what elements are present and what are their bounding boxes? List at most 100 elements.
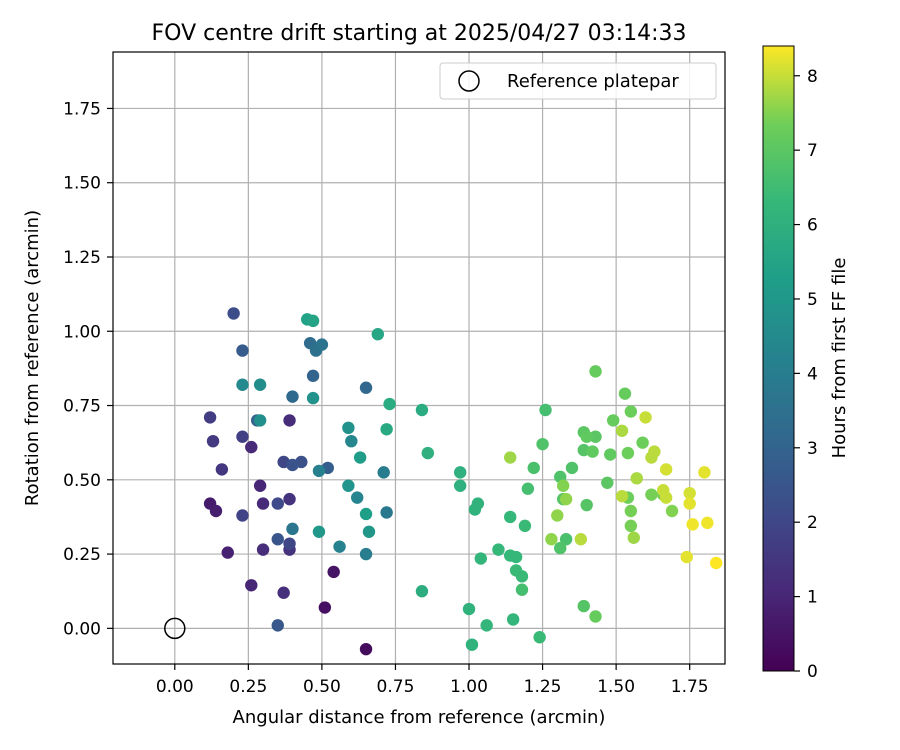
data-point (453, 466, 467, 479)
data-point (306, 369, 320, 383)
x-tick-label: 0.00 (156, 677, 194, 697)
data-point (701, 516, 714, 530)
colorbar-ticks: 0 1 2 3 4 5 6 7 8 (794, 67, 818, 682)
colorbar-gradient (762, 45, 795, 672)
data-point (271, 533, 284, 546)
legend-box (439, 62, 717, 100)
x-tick-label: 0.25 (229, 677, 267, 697)
data-point (580, 430, 593, 443)
legend-marker-icon (458, 70, 480, 92)
data-point (680, 550, 693, 564)
data-point (236, 509, 249, 522)
data-point (283, 537, 296, 550)
data-point (286, 458, 299, 472)
data-point (236, 378, 249, 391)
y-tick-label: 0.50 (63, 471, 101, 491)
data-point (312, 464, 326, 478)
colorbar-tick-label: 4 (807, 364, 818, 384)
data-point (709, 556, 723, 570)
data-point (286, 522, 299, 536)
data-point (333, 540, 346, 553)
data-point (686, 518, 699, 531)
data-point (604, 448, 617, 461)
data-point (504, 510, 517, 524)
data-point (465, 638, 479, 651)
data-point (506, 613, 520, 626)
data-point (527, 461, 540, 475)
data-point (283, 492, 296, 506)
data-point (615, 489, 629, 503)
data-point (518, 519, 532, 533)
y-tick-label: 0.75 (63, 397, 101, 417)
colorbar: 0 1 2 3 4 5 6 7 8 Hours from first FF file (762, 45, 850, 682)
grid-lines (113, 52, 725, 664)
y-axis-ticks: 0.00 0.25 0.50 0.75 1.00 1.25 1.50 1.75 (63, 99, 113, 639)
data-point (554, 541, 567, 555)
data-point (492, 543, 505, 556)
data-point (359, 642, 373, 656)
data-point (236, 430, 249, 443)
data-point (589, 365, 602, 378)
data-point (659, 491, 673, 504)
data-point (589, 430, 602, 443)
data-point (618, 387, 632, 400)
colorbar-tick-label: 8 (807, 67, 818, 87)
data-point (683, 486, 696, 500)
data-point (509, 550, 523, 564)
data-point (533, 631, 546, 644)
data-point (471, 497, 485, 510)
legend-entry-label: Reference platepar (507, 71, 679, 92)
data-point (318, 601, 332, 614)
data-point (515, 570, 529, 583)
data-point (327, 565, 340, 579)
data-point (639, 411, 652, 424)
data-point (256, 497, 270, 510)
data-point (256, 543, 270, 556)
chart-title: FOV centre drift starting at 2025/04/27 … (152, 21, 687, 46)
x-tick-label: 1.50 (597, 677, 635, 697)
data-point (353, 451, 367, 464)
data-point (253, 378, 267, 391)
data-point (606, 414, 620, 427)
data-point (236, 344, 249, 357)
data-point (683, 497, 696, 510)
data-point (539, 403, 552, 417)
x-axis-ticks: 0.00 0.25 0.50 0.75 1.00 1.25 1.50 1.75 (156, 664, 709, 697)
colorbar-tick-label: 1 (807, 588, 818, 608)
data-point (203, 411, 217, 424)
y-tick-label: 0.25 (63, 545, 101, 565)
y-tick-label: 0.00 (63, 619, 101, 639)
data-point (415, 585, 429, 598)
data-point (253, 479, 267, 492)
colorbar-label: Hours from first FF file (829, 258, 850, 459)
y-tick-label: 1.75 (63, 99, 101, 119)
y-tick-label: 1.50 (63, 174, 101, 194)
data-point (227, 307, 240, 320)
x-tick-label: 1.00 (450, 677, 488, 697)
data-point (245, 579, 258, 592)
data-point (453, 479, 467, 492)
data-point (277, 586, 290, 599)
data-point (415, 403, 429, 417)
data-point (615, 424, 629, 437)
data-point (209, 504, 223, 518)
data-point (271, 619, 284, 632)
data-point (577, 599, 590, 613)
data-point (380, 423, 393, 436)
data-point (371, 328, 385, 341)
data-point (421, 446, 435, 460)
data-point (624, 405, 638, 418)
data-point (362, 525, 376, 538)
data-point (306, 391, 320, 405)
x-tick-label: 1.25 (524, 677, 562, 697)
data-point (271, 497, 284, 510)
data-point (480, 619, 493, 632)
data-point (306, 314, 320, 328)
data-point (359, 381, 373, 394)
colorbar-tick-label: 2 (807, 513, 818, 533)
data-point (515, 583, 529, 596)
data-point (359, 507, 373, 521)
data-point (559, 533, 573, 546)
data-point (536, 437, 549, 451)
data-point (342, 421, 355, 435)
